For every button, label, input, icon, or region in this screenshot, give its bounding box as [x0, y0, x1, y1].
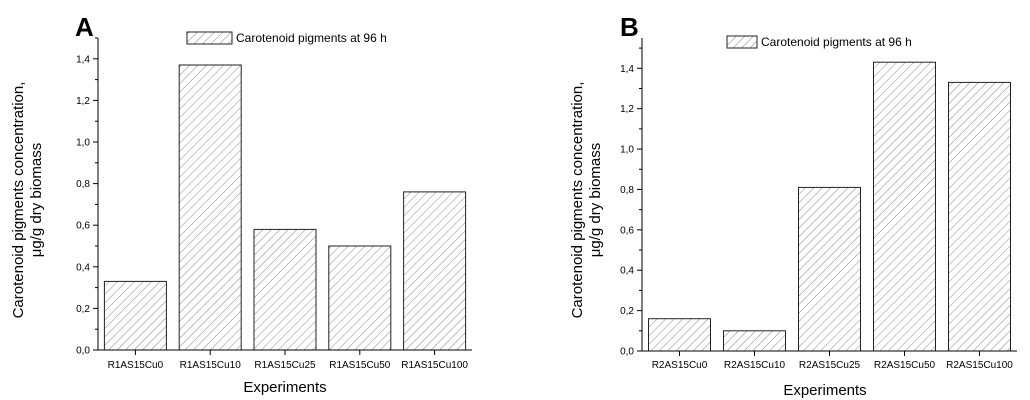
panel-a-bar-R1AS15Cu25: [253, 228, 317, 351]
panel-a-bar-R1AS15Cu0: [103, 280, 167, 351]
panel-b-xtick-label-R2AS15Cu50: R2AS15Cu50: [874, 360, 936, 371]
panel-b-ytick-label-6: 1,2: [620, 104, 634, 115]
panel-a-legend: Carotenoid pigments at 96 h: [186, 31, 387, 45]
panel-b-ytick-label-0: 0,0: [620, 347, 634, 358]
panel-b-bar-R2AS15Cu100: [948, 81, 1011, 352]
panel-a-ytick-label-5: 1,0: [76, 138, 90, 149]
panel-b-bar-R2AS15Cu50: [873, 61, 936, 352]
panel-a-y-axis-title-line1: Carotenoid pigments concentration,: [10, 82, 27, 319]
panel-a-ytick-label-1: 0,2: [76, 304, 90, 315]
panel-a-ytick-label-4: 0,8: [76, 179, 90, 190]
panel-b-ytick-label-4: 0,8: [620, 185, 634, 196]
panel-b: B Experiments Carotenoid pigments concen…: [569, 12, 912, 399]
panel-a-legend-swatch: [186, 31, 233, 45]
panel-b-xtick-label-R2AS15Cu25: R2AS15Cu25: [799, 360, 861, 371]
panel-b-x-axis-title: Experiments: [783, 382, 866, 399]
panel-a-x-axis-title: Experiments: [243, 379, 326, 396]
panel-b-ytick-label-5: 1,0: [620, 145, 634, 156]
panel-a-bar-R1AS15Cu50: [328, 245, 392, 351]
panel-b-label: B: [620, 12, 639, 42]
panel-b-bar-R2AS15Cu25: [798, 186, 861, 352]
panel-b-plot: 0,0 0,2 0,4 0,6 0,8 1,0 1,2 1,4 R2AS15Cu0 R2AS15C…: [620, 38, 1017, 371]
chart-marks: 0,0 0,2 0,4 0,6 0,8 1,0 1,2 1,4 R1AS15Cu0 R1AS15C…: [76, 37, 1017, 371]
panel-a-bar-R1AS15Cu100: [403, 191, 467, 351]
panel-b-xtick-label-R2AS15Cu100: R2AS15Cu100: [946, 360, 1013, 371]
panel-a-y-axis-title-line2: μg/g dry biomass: [28, 143, 45, 258]
panel-b-ytick-label-2: 0,4: [620, 266, 634, 277]
panel-b-bar-R2AS15Cu10: [723, 330, 786, 352]
panel-b-y-axis-title-line2: μg/g dry biomass: [587, 143, 604, 258]
panel-a-ytick-label-0: 0,0: [76, 346, 90, 357]
panel-a-legend-label: Carotenoid pigments at 96 h: [236, 31, 387, 45]
panel-a: A Experiments Carotenoid pigments concen…: [10, 12, 387, 396]
panel-b-bar-R2AS15Cu0: [648, 318, 711, 352]
panel-a-bar-R1AS15Cu10: [178, 64, 242, 351]
panel-a-xtick-label-R1AS15Cu25: R1AS15Cu25: [254, 360, 316, 371]
panel-a-xtick-label-R1AS15Cu10: R1AS15Cu10: [180, 360, 242, 371]
panel-a-ytick-label-2: 0,4: [76, 262, 90, 273]
panel-b-y-axis-title-line1: Carotenoid pigments concentration,: [569, 82, 586, 319]
panel-b-legend: Carotenoid pigments at 96 h: [726, 35, 912, 49]
panel-b-legend-label: Carotenoid pigments at 96 h: [761, 35, 912, 49]
panel-a-xtick-label-R1AS15Cu100: R1AS15Cu100: [401, 360, 468, 371]
panel-b-ytick-label-1: 0,2: [620, 306, 634, 317]
panel-b-legend-swatch: [726, 35, 758, 49]
panel-a-xtick-label-R1AS15Cu50: R1AS15Cu50: [329, 360, 391, 371]
panel-a-ytick-label-3: 0,6: [76, 221, 90, 232]
panel-a-ytick-label-7: 1,4: [76, 54, 90, 65]
panel-b-xtick-label-R2AS15Cu0: R2AS15Cu0: [652, 360, 708, 371]
panel-a-xtick-label-R1AS15Cu0: R1AS15Cu0: [108, 360, 164, 371]
panel-a-plot: 0,0 0,2 0,4 0,6 0,8 1,0 1,2 1,4 R1AS15Cu0 R1AS15C…: [76, 37, 472, 371]
panel-b-ytick-label-7: 1,4: [620, 64, 634, 75]
panel-a-label: A: [75, 12, 94, 42]
panel-b-xtick-label-R2AS15Cu10: R2AS15Cu10: [724, 360, 786, 371]
panel-b-ytick-label-3: 0,6: [620, 225, 634, 236]
panel-a-ytick-label-6: 1,2: [76, 96, 90, 107]
